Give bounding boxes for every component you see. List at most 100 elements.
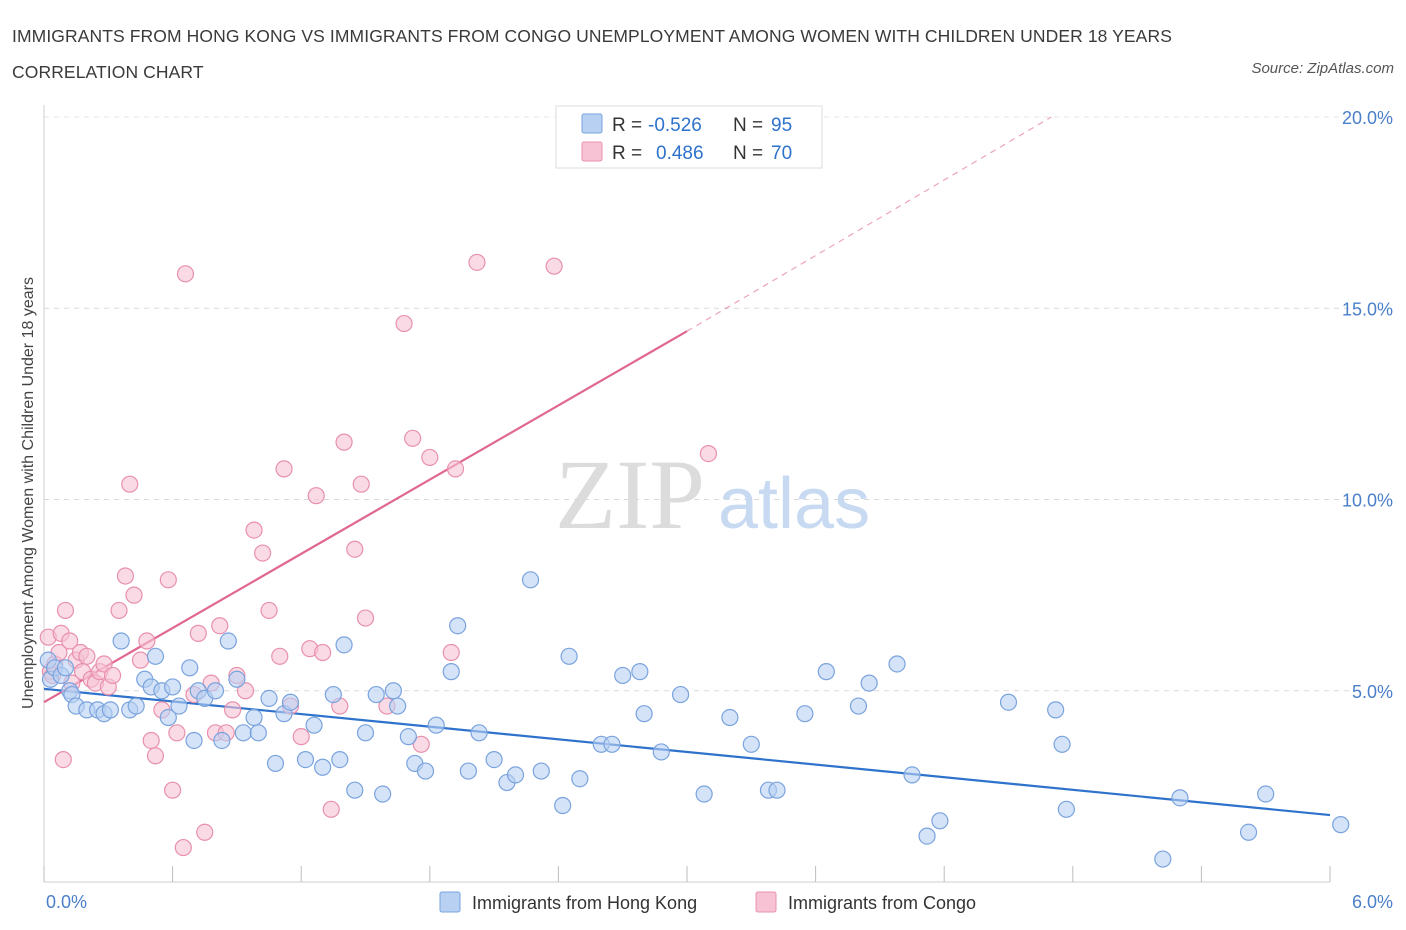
point-congo-29 [164, 781, 182, 799]
point-congo-22 [125, 586, 143, 604]
point-hong-kong-11 [101, 701, 120, 719]
point-congo-23 [131, 651, 150, 669]
point-congo-38 [211, 617, 229, 635]
point-congo-28 [159, 571, 177, 589]
point-hong-kong-86 [1047, 701, 1065, 719]
point-congo-52 [314, 643, 332, 662]
point-hong-kong-67 [614, 666, 632, 685]
chart-title: IMMIGRANTS FROM HONG KONG VS IMMIGRANTS … [12, 26, 1172, 82]
bottom-legend-label-hong-kong: Immigrants from Hong Kong [472, 893, 697, 913]
point-hong-kong-41 [331, 750, 349, 769]
point-hong-kong-85 [999, 693, 1018, 711]
legend-r-label-1: R = [612, 115, 642, 136]
point-congo-42 [236, 682, 255, 700]
legend-n-label-1: N = [733, 115, 763, 136]
y-axis-title: Unemployment Among Women with Children U… [20, 277, 37, 709]
legend-swatch-hong-kong [581, 113, 603, 134]
point-congo-51 [307, 487, 325, 505]
point-hong-kong-12 [112, 632, 130, 650]
point-congo-30 [168, 724, 186, 742]
axes [43, 105, 1331, 883]
point-hong-kong-57 [485, 750, 503, 769]
legend-n-label-2: N = [733, 143, 763, 164]
bottom-legend-label-congo: Immigrants from Congo [788, 893, 976, 913]
point-hong-kong-27 [213, 731, 231, 750]
point-congo-35 [196, 823, 214, 841]
point-congo-46 [271, 647, 289, 665]
point-congo-68 [699, 445, 718, 463]
point-hong-kong-76 [768, 781, 786, 799]
y-tick-label-0: 5.0% [1352, 682, 1393, 702]
point-hong-kong-14 [127, 697, 145, 715]
point-hong-kong-80 [860, 674, 878, 692]
point-congo-25 [142, 731, 160, 750]
point-hong-kong-60 [521, 571, 540, 589]
point-hong-kong-23 [185, 731, 203, 750]
point-hong-kong-68 [631, 663, 649, 681]
watermark-atlas: atlas [718, 464, 870, 544]
point-congo-66 [468, 253, 486, 271]
point-congo-5 [54, 750, 72, 769]
point-congo-61 [404, 429, 422, 447]
point-hong-kong-49 [399, 728, 417, 746]
point-hong-kong-36 [281, 693, 300, 711]
bottom-legend-swatch-hong-kong [439, 891, 461, 913]
point-hong-kong-79 [849, 697, 868, 715]
point-hong-kong-32 [249, 724, 267, 742]
point-hong-kong-48 [389, 697, 407, 715]
point-hong-kong-70 [652, 743, 670, 761]
series-legend: Immigrants from Hong Kong Immigrants fro… [439, 891, 976, 913]
gridlines [44, 116, 1350, 692]
point-hong-kong-22 [181, 659, 199, 677]
point-hong-kong-30 [234, 724, 252, 742]
legend-r-value-1: -0.526 [648, 115, 702, 136]
point-congo-64 [442, 643, 460, 662]
point-congo-45 [260, 601, 278, 620]
watermark-zip: ZIP [555, 439, 705, 550]
point-hong-kong-37 [296, 750, 315, 769]
point-congo-47 [275, 460, 293, 478]
point-congo-7 [61, 632, 79, 650]
stats-legend: R = -0.526 N = 95 R = 0.486 N = 70 [555, 105, 823, 169]
point-hong-kong-74 [742, 735, 760, 753]
legend-n-value-1: 95 [771, 115, 792, 136]
point-hong-kong-39 [314, 758, 332, 776]
point-congo-12 [78, 647, 96, 665]
point-congo-16 [95, 655, 113, 673]
point-hong-kong-38 [305, 716, 323, 734]
point-congo-26 [146, 747, 165, 765]
legend-r-value-2: 0.486 [656, 143, 704, 164]
point-hong-kong-66 [603, 735, 621, 753]
point-congo-55 [335, 433, 353, 451]
point-hong-kong-90 [1171, 789, 1189, 807]
point-hong-kong-28 [219, 632, 237, 650]
point-hong-kong-40 [324, 685, 342, 704]
point-congo-53 [322, 800, 340, 818]
point-congo-67 [545, 257, 563, 275]
point-congo-6 [56, 601, 75, 620]
point-hong-kong-93 [1332, 816, 1350, 834]
trend-line-hong-kong [43, 687, 1331, 817]
point-congo-20 [116, 567, 135, 585]
point-congo-58 [356, 609, 375, 627]
point-hong-kong-91 [1239, 823, 1258, 841]
point-hong-kong-52 [427, 716, 445, 734]
point-hong-kong-51 [416, 762, 435, 780]
point-hong-kong-31 [245, 708, 263, 727]
point-hong-kong-4 [56, 659, 75, 677]
point-hong-kong-54 [449, 617, 467, 635]
point-hong-kong-69 [635, 705, 653, 723]
point-congo-56 [346, 540, 364, 558]
point-hong-kong-77 [796, 705, 814, 723]
point-hong-kong-47 [384, 682, 402, 700]
point-hong-kong-45 [367, 685, 385, 704]
watermark: ZIP atlas [555, 439, 870, 550]
point-hong-kong-62 [554, 796, 572, 815]
y-tick-label-3: 20.0% [1342, 108, 1393, 128]
point-hong-kong-20 [164, 678, 182, 696]
point-hong-kong-56 [470, 724, 488, 742]
point-hong-kong-83 [918, 827, 936, 845]
point-congo-31 [174, 838, 192, 857]
x-tick-label-0: 0.0% [46, 892, 87, 912]
